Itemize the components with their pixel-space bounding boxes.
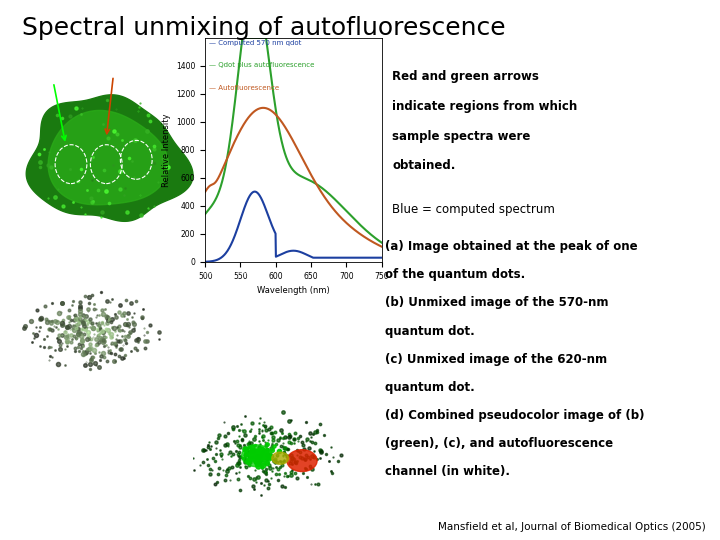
Text: (b) Unmixed image of the 570-nm: (b) Unmixed image of the 570-nm [385,296,608,309]
Polygon shape [48,111,168,205]
Text: quantum dot.: quantum dot. [385,381,475,394]
Text: Mansfield et al, Journal of Biomedical Optics (2005): Mansfield et al, Journal of Biomedical O… [438,522,706,532]
Polygon shape [26,95,193,221]
Text: (a) Image obtained at the peak of one: (a) Image obtained at the peak of one [385,240,638,253]
Text: indicate regions from which: indicate regions from which [392,100,577,113]
Y-axis label: Relative Intensity: Relative Intensity [161,113,171,187]
Text: A. 570 ± 15 nm monochrome image: A. 570 ± 15 nm monochrome image [25,270,126,275]
Text: C. Unmixed 620-nm signal: C. Unmixed 620-nm signal [25,395,98,400]
X-axis label: Wavelength (nm): Wavelength (nm) [257,286,330,295]
Text: of the quantum dots.: of the quantum dots. [385,268,526,281]
Text: Red and green arrows: Red and green arrows [392,70,539,83]
Circle shape [287,450,317,471]
Text: Autofluorescence: Autofluorescence [113,45,180,55]
Text: channel (in white).: channel (in white). [385,465,510,478]
Text: — Computed 570 nm qdot: — Computed 570 nm qdot [209,40,301,46]
Text: (c) Unmixed image of the 620-nm: (c) Unmixed image of the 620-nm [385,353,608,366]
Text: Spectral unmixing of autofluorescence: Spectral unmixing of autofluorescence [22,16,505,40]
Text: obtained.: obtained. [392,159,456,172]
Text: — Qdot plus autofluorescence: — Qdot plus autofluorescence [209,63,314,69]
Text: (green), (c), and autofluorescence: (green), (c), and autofluorescence [385,437,613,450]
Text: D. Unmixed composite image: D. Unmixed composite image [197,395,278,400]
Circle shape [242,445,272,467]
Text: B. Unmixed 570-nm signal: B. Unmixed 570-nm signal [197,270,269,275]
Text: (d) Combined pseudocolor image of (b): (d) Combined pseudocolor image of (b) [385,409,644,422]
Text: quantum dot.: quantum dot. [385,325,475,338]
Text: — Autofluorescence: — Autofluorescence [209,85,279,91]
Text: Qdot plus
autofluorescence: Qdot plus autofluorescence [29,45,94,65]
Circle shape [272,452,289,464]
Text: sample spectra were: sample spectra were [392,130,531,143]
Text: Blue = computed spectrum: Blue = computed spectrum [392,202,555,215]
